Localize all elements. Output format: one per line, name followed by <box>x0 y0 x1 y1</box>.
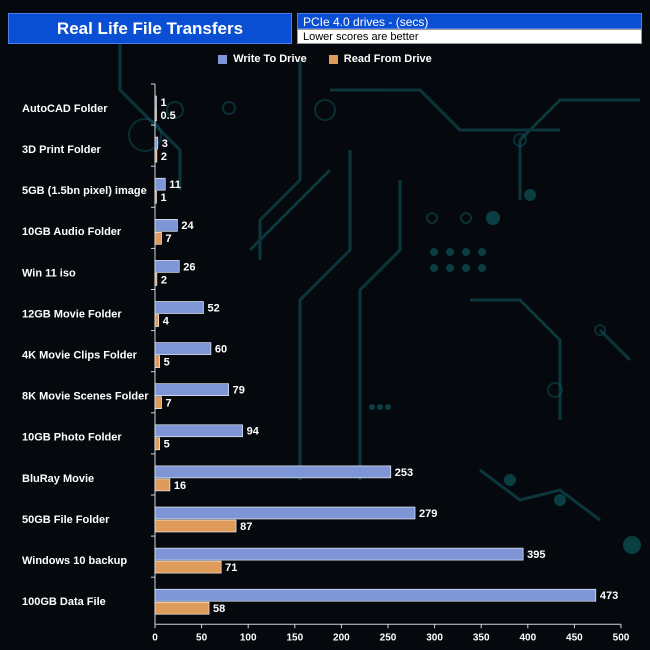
read-value-label: 1 <box>161 192 167 204</box>
read-bar <box>154 273 158 286</box>
read-value-label: 87 <box>240 521 252 533</box>
read-value-label: 2 <box>161 274 167 286</box>
write-bar <box>154 95 157 109</box>
category-label: 10GB Audio Folder <box>22 226 122 238</box>
write-bar <box>154 383 229 397</box>
read-bar <box>154 355 160 368</box>
category-label: 4K Movie Clips Folder <box>22 350 138 362</box>
category-label: 10GB Photo Folder <box>22 432 122 444</box>
legend-swatch-write <box>218 54 228 64</box>
read-bar <box>154 232 162 245</box>
x-tick-label: 0 <box>152 632 158 643</box>
write-bar <box>154 219 178 232</box>
chart-note: Lower scores are better <box>297 29 642 44</box>
write-bar <box>154 260 180 273</box>
read-bar <box>154 149 158 163</box>
category-label: 100GB Data File <box>22 596 106 608</box>
read-value-label: 4 <box>163 315 170 327</box>
read-bar <box>154 396 162 410</box>
read-bar <box>154 519 237 533</box>
write-value-label: 26 <box>183 261 195 273</box>
category-label: Win 11 iso <box>22 267 76 279</box>
read-bar <box>154 478 171 492</box>
read-bar <box>154 601 210 615</box>
read-value-label: 0.5 <box>161 110 176 122</box>
write-value-label: 79 <box>233 385 245 397</box>
write-value-label: 52 <box>207 302 219 314</box>
write-value-label: 24 <box>181 220 194 232</box>
category-label: Windows 10 backup <box>22 555 127 567</box>
read-value-label: 71 <box>225 562 237 574</box>
legend: Write To Drive Read From Drive <box>0 53 650 65</box>
write-bar <box>154 301 204 314</box>
read-value-label: 5 <box>164 439 170 451</box>
read-bar <box>154 108 157 122</box>
read-value-label: 16 <box>174 480 186 492</box>
write-value-label: 11 <box>169 179 181 191</box>
category-label: 3D Print Folder <box>22 144 102 156</box>
read-bar <box>154 190 157 204</box>
x-tick-label: 250 <box>380 632 397 643</box>
write-value-label: 253 <box>395 467 413 479</box>
write-value-label: 473 <box>600 590 618 602</box>
category-label: 12GB Movie Folder <box>22 308 122 320</box>
x-tick-label: 400 <box>519 632 536 643</box>
chart-subtitle-box: PCIe 4.0 drives - (secs) Lower scores ar… <box>297 13 642 44</box>
read-value-label: 7 <box>166 233 172 245</box>
legend-label-read: Read From Drive <box>343 53 432 65</box>
category-label: 8K Movie Scenes Folder <box>22 391 149 403</box>
chart-subtitle: PCIe 4.0 drives - (secs) <box>297 13 642 29</box>
legend-label-write: Write To Drive <box>233 53 307 65</box>
write-bar <box>154 136 159 150</box>
read-bar <box>154 560 222 574</box>
legend-item-write: Write To Drive <box>218 53 307 65</box>
x-tick-label: 150 <box>286 632 303 643</box>
x-tick-label: 450 <box>566 632 583 643</box>
write-bar <box>154 424 243 438</box>
write-bar <box>154 465 392 479</box>
write-value-label: 1 <box>161 97 167 109</box>
write-bar <box>154 506 416 520</box>
write-value-label: 3 <box>162 138 168 150</box>
x-tick-label: 500 <box>613 632 630 643</box>
read-value-label: 7 <box>166 398 172 410</box>
read-value-label: 2 <box>161 151 167 163</box>
legend-item-read: Read From Drive <box>328 53 432 65</box>
category-label: 5GB (1.5bn pixel) image <box>22 185 147 197</box>
read-bar <box>154 437 160 451</box>
write-value-label: 279 <box>419 508 437 520</box>
x-tick-label: 200 <box>333 632 350 643</box>
read-value-label: 58 <box>213 603 225 615</box>
x-tick-label: 300 <box>426 632 443 643</box>
write-bar <box>154 342 212 355</box>
read-value-label: 5 <box>164 357 170 369</box>
x-tick-label: 50 <box>196 632 208 643</box>
write-value-label: 60 <box>215 344 227 356</box>
category-label: 50GB File Folder <box>22 514 110 526</box>
category-label: AutoCAD Folder <box>22 103 108 115</box>
write-bar <box>154 588 597 602</box>
write-bar <box>154 177 166 191</box>
write-value-label: 395 <box>527 549 545 561</box>
x-tick-label: 350 <box>473 632 490 643</box>
read-bar <box>154 314 160 327</box>
x-tick-label: 100 <box>240 632 257 643</box>
write-value-label: 94 <box>247 426 260 438</box>
write-bar <box>154 547 524 561</box>
legend-swatch-read <box>328 54 338 64</box>
category-label: BluRay Movie <box>22 473 94 485</box>
chart-title: Real Life File Transfers <box>8 13 292 44</box>
